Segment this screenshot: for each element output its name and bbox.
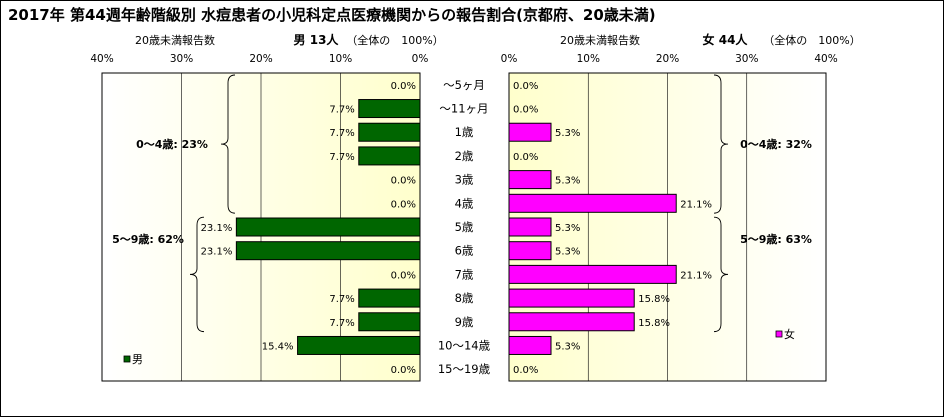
female-legend-swatch [775,330,783,338]
male-bar [358,312,421,332]
female-tick-label: 30% [735,53,758,65]
male-data-label: 0.0% [391,365,416,376]
male-bar [358,122,421,142]
age-category-label: 4歳 [455,196,474,210]
female-group-5-9-brace [713,216,729,333]
age-category-label: 8歳 [455,291,474,305]
age-category-label: 9歳 [455,315,474,329]
age-category-label: ～11ヶ月 [439,102,488,116]
age-category-label: 3歳 [455,173,474,187]
male-bar [358,146,421,166]
male-tick-label: 0% [412,53,429,65]
male-group-5-9-brace [189,216,205,333]
male-legend-label: 男 [132,353,143,366]
male-data-label: 7.7% [329,318,354,329]
female-data-label: 21.1% [680,270,712,281]
male-bar [358,288,421,308]
male-data-label: 7.7% [329,294,354,305]
age-category-label: 1歳 [455,125,474,139]
female-tick-label: 10% [577,53,600,65]
female-tick-label: 40% [814,53,837,65]
male-data-label: 0.0% [391,81,416,92]
male-header-total: 男 13人 [294,32,340,47]
female-data-label: 0.0% [513,81,538,92]
male-data-label: 0.0% [391,199,416,210]
female-header-percent: （全体の 100%） [763,33,860,47]
female-data-label: 5.3% [555,176,580,187]
male-group-0-4-label: 0～4歳: 23% [136,137,208,151]
male-data-label: 7.7% [329,105,354,116]
age-category-label: 15～19歳 [438,362,491,376]
male-bar [235,217,421,237]
age-category-label: 7歳 [455,267,474,281]
male-tick-label: 30% [170,53,193,65]
age-category-label: 10～14歳 [438,338,491,352]
male-tick-label: 10% [329,53,352,65]
age-category-label: 2歳 [455,149,474,163]
age-category-label: ～5ヶ月 [443,78,485,92]
female-group-0-4-label: 0～4歳: 32% [740,137,812,151]
male-tick-label: 40% [90,53,113,65]
male-header-percent: （全体の 100%） [346,33,443,47]
female-data-label: 5.3% [555,223,580,234]
female-bar [508,288,635,308]
female-bar [508,241,552,261]
male-bar [235,241,421,261]
female-data-label: 21.1% [680,199,712,210]
female-bar [508,312,635,332]
female-data-label: 5.3% [555,341,580,352]
female-bar [508,170,552,190]
male-group-5-9-label: 5～9歳: 62% [112,232,184,246]
female-data-label: 15.8% [638,318,670,329]
female-bar [508,335,552,355]
male-bar [358,99,421,119]
female-header-count-label: 20歳未満報告数 [560,34,640,47]
age-category-label: 6歳 [455,244,474,258]
male-data-label: 7.7% [329,128,354,139]
male-data-label: 23.1% [201,223,233,234]
female-bar [508,193,677,213]
female-data-label: 5.3% [555,128,580,139]
female-group-5-9-label: 5～9歳: 63% [740,232,812,246]
male-group-0-4-brace [220,74,236,214]
chart-title: 2017年 第44週年齢階級別 水痘患者の小児科定点医療機関からの報告割合(京都… [8,6,656,24]
female-tick-label: 20% [656,53,679,65]
female-data-label: 0.0% [513,365,538,376]
male-data-label: 0.0% [391,176,416,187]
female-data-label: 5.3% [555,247,580,258]
female-bar [508,122,552,142]
female-header-total: 女 44人 [703,32,749,47]
female-bar [508,264,677,284]
age-category-label: 5歳 [455,220,474,234]
male-bar [297,335,421,355]
male-header-count-label: 20歳未満報告数 [135,34,215,47]
female-data-label: 0.0% [513,105,538,116]
female-group-0-4-brace [713,74,729,214]
male-legend-swatch [123,355,131,363]
male-tick-label: 20% [249,53,272,65]
female-data-label: 15.8% [638,294,670,305]
female-tick-label: 0% [501,53,518,65]
female-bar [508,217,552,237]
male-data-label: 0.0% [391,270,416,281]
male-data-label: 23.1% [201,247,233,258]
female-legend-label: 女 [784,327,795,341]
male-data-label: 7.7% [329,152,354,163]
male-data-label: 15.4% [262,341,294,352]
female-data-label: 0.0% [513,152,538,163]
